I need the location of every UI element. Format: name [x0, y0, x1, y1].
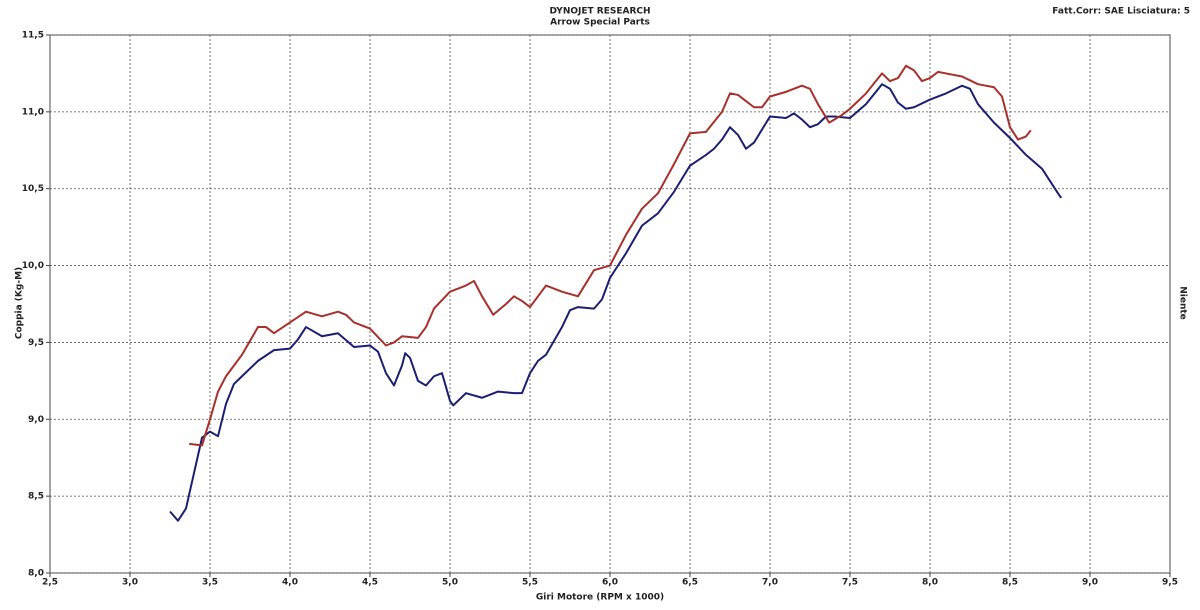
x-tick-label: 3,5: [202, 578, 218, 588]
x-tick-label: 9,0: [1082, 578, 1098, 588]
x-tick-label: 7,0: [762, 578, 778, 588]
y-tick-label: 8,0: [28, 569, 44, 579]
x-tick-label: 8,0: [922, 578, 938, 588]
chart-title: DYNOJET RESEARCH: [549, 7, 650, 17]
y-axis-label: Coppia (Kg-M): [15, 267, 25, 339]
y-tick-label: 9,0: [28, 415, 44, 425]
x-tick-label: 8,5: [1002, 578, 1018, 588]
x-axis-label: Giri Motore (RPM x 1000): [536, 593, 664, 603]
x-tick-label: 4,5: [362, 578, 378, 588]
x-tick-label: 2,5: [42, 578, 58, 588]
y-tick-label: 11,0: [22, 107, 44, 117]
torque-line: [189, 64, 1032, 447]
y-tick-label: 11,5: [22, 31, 44, 41]
chart-subtitle: Arrow Special Parts: [550, 18, 650, 28]
x-tick-label: 6,5: [682, 578, 698, 588]
y-tick-label: 8,5: [28, 492, 44, 502]
torque-line: [169, 83, 1063, 522]
y-tick-label: 10,5: [22, 184, 44, 194]
y-tick-label: 10,0: [22, 261, 44, 271]
y-tick-label: 9,5: [28, 338, 44, 348]
x-tick-label: 4,0: [282, 578, 298, 588]
right-label: Niente: [1178, 286, 1188, 320]
x-tick-label: 5,5: [522, 578, 538, 588]
x-tick-label: 6,0: [602, 578, 618, 588]
x-tick-label: 5,0: [442, 578, 458, 588]
x-tick-label: 3,0: [122, 578, 138, 588]
annotation: Fatt.Corr: SAE Lisciatura: 5: [1052, 7, 1190, 17]
x-tick-label: 7,5: [842, 578, 858, 588]
x-tick-label: 9,5: [1162, 578, 1178, 588]
